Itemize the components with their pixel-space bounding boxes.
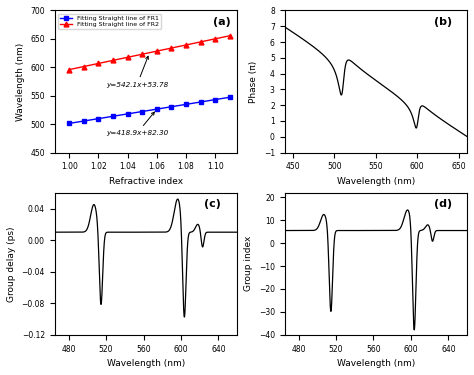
X-axis label: Wavelength (nm): Wavelength (nm) (337, 177, 415, 186)
Text: (c): (c) (204, 199, 221, 209)
Text: (b): (b) (434, 16, 452, 27)
Y-axis label: Wavelength (nm): Wavelength (nm) (16, 42, 25, 121)
Text: (a): (a) (213, 16, 231, 27)
Text: y=542.1x+53.78: y=542.1x+53.78 (106, 56, 168, 88)
Y-axis label: Phase (π): Phase (π) (249, 60, 258, 103)
X-axis label: Wavelength (nm): Wavelength (nm) (337, 359, 415, 368)
X-axis label: Wavelength (nm): Wavelength (nm) (107, 359, 185, 368)
Legend: Fitting Straight line of FR1, Fitting Straight line of FR2: Fitting Straight line of FR1, Fitting St… (58, 13, 161, 29)
Text: (d): (d) (434, 199, 452, 209)
Y-axis label: Group delay (ps): Group delay (ps) (7, 226, 16, 302)
X-axis label: Refractive index: Refractive index (109, 177, 183, 186)
Y-axis label: Group index: Group index (244, 236, 253, 291)
Text: y=418.9x+82.30: y=418.9x+82.30 (106, 112, 168, 136)
